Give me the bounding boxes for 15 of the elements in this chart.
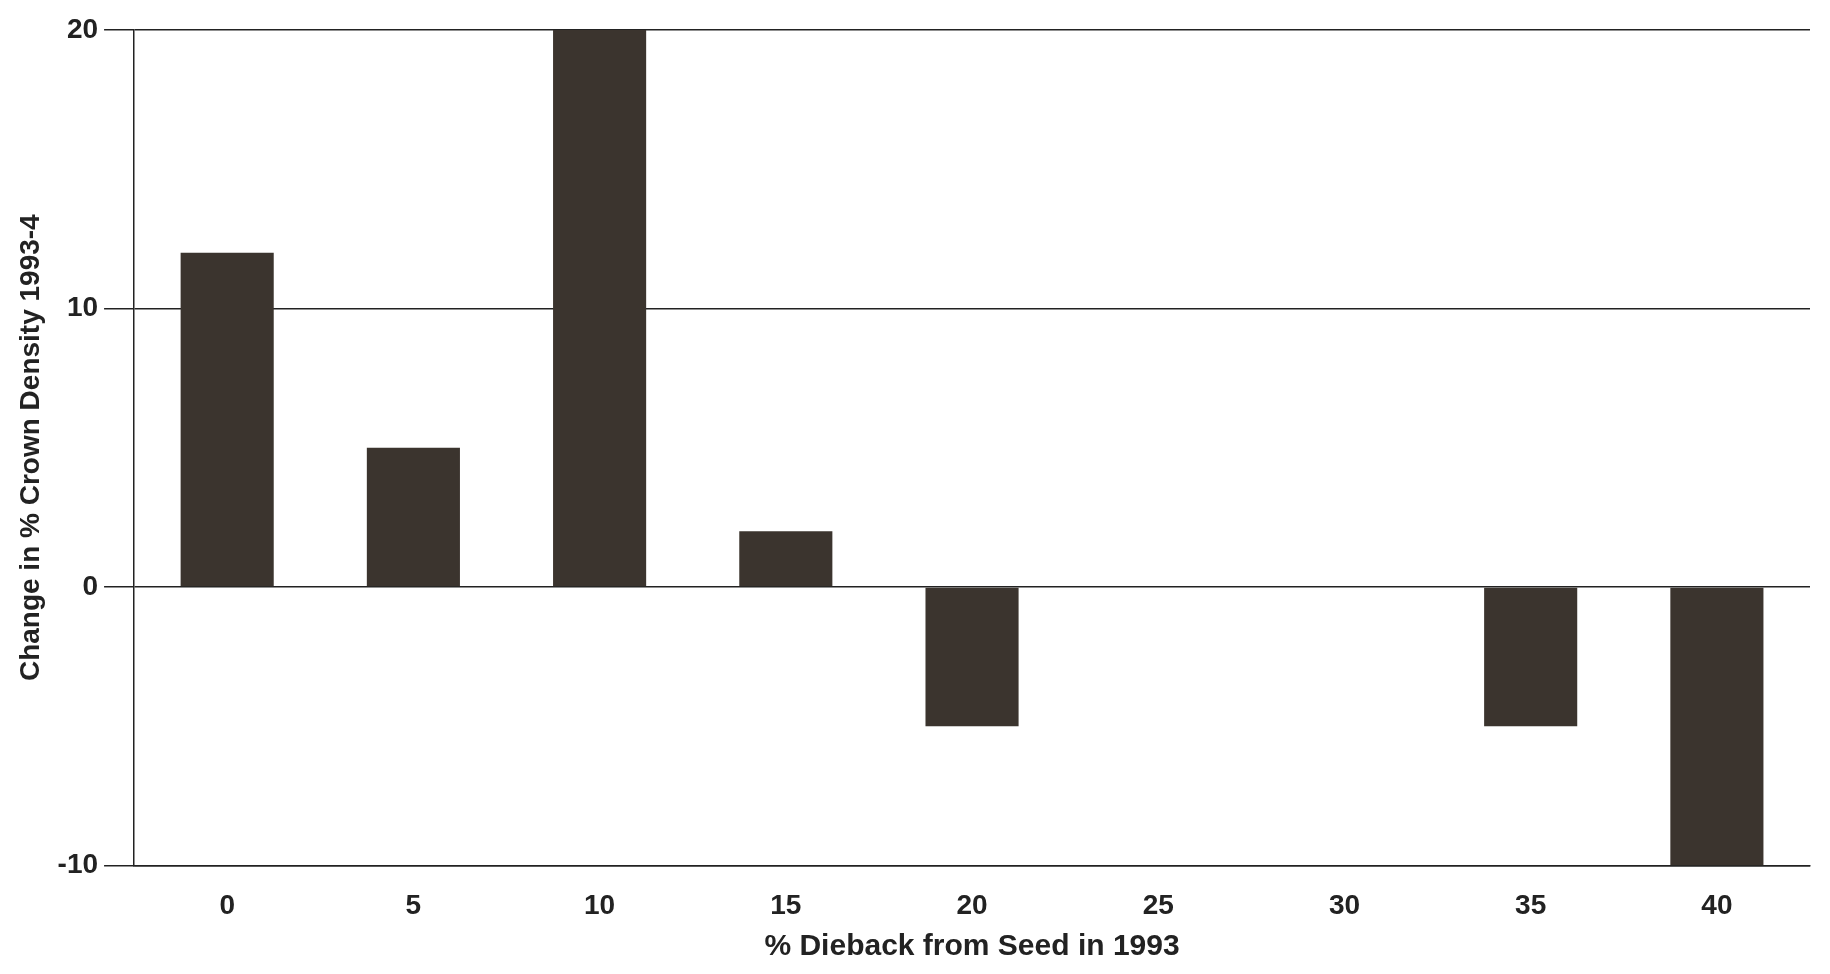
y-tick-label: 20 [66, 12, 99, 44]
y-tick-label: -10 [57, 848, 99, 880]
x-tick-label: 30 [1328, 888, 1361, 920]
x-axis-title: % Dieback from Seed in 1993 [764, 928, 1180, 962]
y-tick-label: 10 [66, 291, 99, 323]
x-tick-label: 25 [1142, 888, 1174, 920]
y-tick-label: 0 [82, 569, 99, 601]
y-axis-title: Change in % Crown Density 1993-4 [13, 213, 45, 682]
x-tick-label: 40 [1701, 888, 1733, 920]
x-tick-label: 0 [219, 888, 235, 920]
x-tick-label: 5 [405, 888, 422, 920]
x-tick-label: 10 [584, 888, 616, 920]
x-tick-label: 15 [770, 888, 802, 920]
x-tick-label: 20 [956, 888, 988, 920]
x-tick-label: 35 [1515, 888, 1547, 920]
